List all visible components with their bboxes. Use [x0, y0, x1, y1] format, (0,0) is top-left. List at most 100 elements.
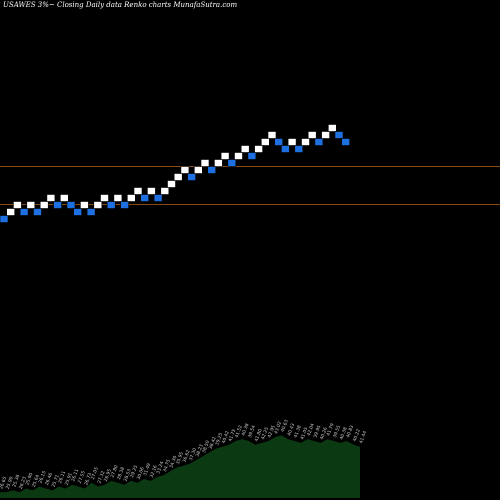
- up-brick: [240, 145, 250, 153]
- up-brick: [287, 138, 297, 146]
- renko-bricks: [0, 124, 351, 223]
- volume-panel: 26.6525.9025.3826.2325.9025.6426.1526.46…: [0, 419, 368, 498]
- volume-value-label: 26.11: [57, 470, 67, 484]
- down-brick: [153, 194, 163, 202]
- volume-value-label: 41.38: [293, 424, 303, 438]
- volume-value-label: 25.90: [5, 476, 15, 490]
- up-brick: [6, 208, 15, 216]
- up-brick: [46, 194, 56, 202]
- up-brick: [39, 201, 49, 209]
- down-brick: [19, 208, 29, 216]
- volume-value-label: 33.24: [155, 460, 165, 474]
- volume-value-label: 27.32: [96, 470, 106, 484]
- up-brick: [80, 201, 89, 209]
- up-brick: [127, 194, 136, 202]
- volume-value-label: 25.38: [11, 474, 21, 488]
- up-brick: [59, 194, 69, 202]
- volume-value-label: 29.25: [129, 464, 139, 478]
- volume-value-label: 25.64: [31, 474, 41, 488]
- volume-value-label: 26.95: [103, 468, 113, 482]
- volume-value-label: 27.55: [77, 470, 87, 484]
- down-brick: [207, 166, 216, 174]
- volume-value-label: 41.80: [254, 428, 264, 442]
- down-brick: [73, 208, 82, 216]
- volume-value-label: 36.62: [182, 449, 192, 463]
- volume-value-label: 31.49: [142, 462, 152, 476]
- volume-value-label: 41.52: [234, 424, 244, 438]
- down-brick: [187, 173, 196, 181]
- volume-value-label: 34.30: [168, 455, 178, 469]
- up-brick: [113, 194, 123, 202]
- volume-value-label: 26.23: [18, 476, 28, 490]
- down-brick: [314, 138, 324, 146]
- down-brick: [53, 201, 62, 209]
- down-brick: [227, 159, 237, 167]
- volume-value-label: 41.79: [326, 422, 336, 436]
- volume-value-label: 38.42: [208, 436, 218, 450]
- volume-value-label: 41.44: [358, 430, 368, 444]
- up-brick: [26, 201, 36, 209]
- volume-value-label: 27.05: [90, 466, 100, 480]
- volume-value-label: 40.83: [345, 424, 355, 438]
- volume-value-label: 41.75: [227, 428, 237, 442]
- up-brick: [194, 166, 203, 174]
- volume-value-label: 25.91: [64, 472, 74, 486]
- down-brick: [334, 131, 344, 139]
- volume-value-label: 43.02: [273, 421, 283, 435]
- up-brick: [254, 145, 263, 153]
- down-brick: [66, 201, 76, 209]
- volume-value-label: 38.23: [195, 443, 205, 457]
- volume-value-label: 40.42: [221, 430, 231, 444]
- volume-value-label: 35.95: [175, 451, 185, 465]
- up-brick: [167, 180, 176, 188]
- volume-value-label: 40.43: [286, 422, 296, 436]
- volume-value-label: 40.38: [240, 422, 250, 436]
- up-brick: [173, 173, 183, 181]
- volume-value-label: 26.11: [70, 468, 80, 482]
- volume-value-label: 26.46: [44, 472, 54, 486]
- down-brick: [120, 201, 129, 209]
- down-brick: [341, 138, 351, 146]
- down-brick: [0, 215, 9, 223]
- down-brick: [274, 138, 284, 146]
- up-brick: [180, 166, 190, 174]
- up-brick: [147, 187, 156, 195]
- down-brick: [281, 145, 290, 153]
- up-brick: [13, 201, 22, 209]
- up-brick: [220, 152, 230, 160]
- volume-value-label: 34.75: [162, 459, 172, 473]
- volume-value-label: 28.53: [123, 468, 133, 482]
- up-brick: [234, 152, 243, 160]
- volume-value-label: 37.30: [188, 447, 198, 461]
- down-brick: [140, 194, 149, 202]
- down-brick: [247, 152, 257, 160]
- volume-value-label: 39.25: [214, 432, 224, 446]
- volume-value-label: 40.26: [319, 426, 329, 440]
- up-brick: [260, 138, 270, 146]
- down-brick: [294, 145, 304, 153]
- volume-value-label: 42.95: [267, 424, 277, 438]
- up-brick: [160, 187, 170, 195]
- down-brick: [33, 208, 42, 216]
- volume-value-label: 39.54: [247, 424, 257, 438]
- volume-value-label: 30.06: [136, 466, 146, 480]
- volume-value-label: 38.50: [201, 440, 211, 454]
- volume-value-label: 42.04: [306, 422, 316, 436]
- volume-value-label: 28.38: [116, 466, 126, 480]
- volume-value-label: 41.05: [299, 426, 309, 440]
- volume-value-label: 40.22: [352, 428, 362, 442]
- volume-value-label: 27.80: [110, 464, 120, 478]
- volume-value-label: 39.95: [312, 424, 322, 438]
- up-brick: [321, 131, 330, 139]
- volume-area: [0, 435, 360, 498]
- volume-value-label: 39.55: [332, 424, 342, 438]
- volume-value-label: 25.71: [51, 474, 61, 488]
- up-brick: [200, 159, 210, 167]
- volume-value-label: 25.90: [24, 472, 34, 486]
- up-brick: [93, 201, 103, 209]
- up-brick: [307, 131, 317, 139]
- volume-value-label: 26.15: [38, 470, 48, 484]
- volume-value-label: 42.25: [260, 426, 270, 440]
